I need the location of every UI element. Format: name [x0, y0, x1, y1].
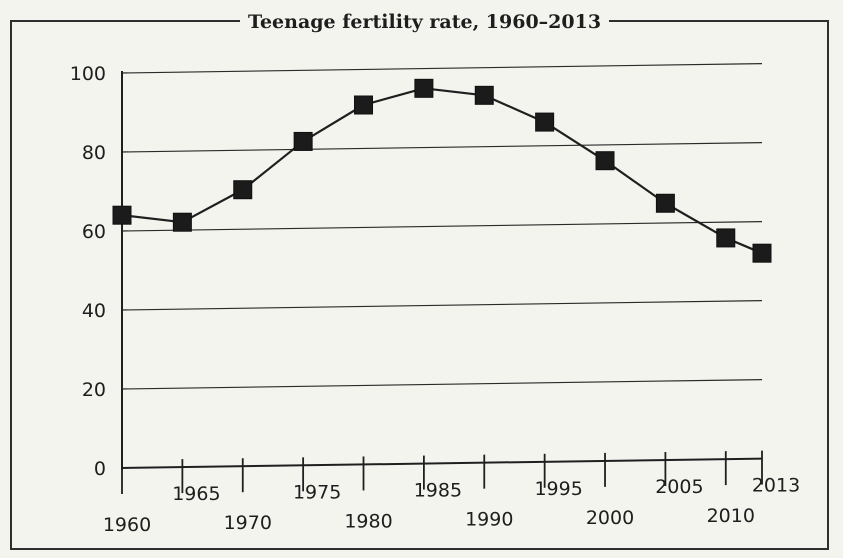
chart-title: Teenage fertility rate, 1960–2013: [240, 8, 610, 36]
x-tick-label: 1970: [224, 512, 272, 534]
grid-line: [121, 220, 763, 232]
data-point: [354, 95, 374, 115]
y-tick-label: 20: [82, 379, 106, 401]
x-tick-label: 1990: [465, 509, 513, 531]
data-point: [233, 180, 253, 200]
data-point: [414, 78, 434, 98]
data-point: [172, 212, 192, 232]
x-tick-label: 1980: [344, 510, 392, 532]
data-point: [716, 228, 736, 248]
axes: [121, 71, 763, 494]
x-axis: [121, 457, 763, 469]
x-tick-label: 2010: [707, 505, 755, 527]
x-tick-label: 1995: [534, 478, 582, 500]
x-tick-label: 2005: [655, 476, 703, 498]
x-tick-label: 1965: [172, 483, 220, 505]
grid-line: [121, 62, 763, 74]
data-point: [293, 131, 313, 151]
x-tick-label: 1975: [293, 481, 341, 503]
data-point: [595, 151, 615, 171]
data-point: [655, 193, 675, 213]
x-tick-label: 1960: [103, 514, 151, 536]
x-tick-label: 2000: [586, 507, 634, 529]
data-point: [752, 243, 772, 263]
data-point: [474, 85, 494, 105]
y-tick-label: 40: [82, 300, 106, 322]
grid-line: [121, 141, 763, 153]
y-tick-label: 0: [94, 458, 106, 480]
y-tick-label: 80: [82, 142, 106, 164]
series-line: [121, 87, 763, 255]
data-markers: [112, 78, 772, 263]
y-tick-label: 100: [70, 63, 106, 85]
grid-line: [121, 378, 763, 390]
series-layer: [121, 87, 763, 255]
x-tick-label: 2013: [752, 475, 800, 497]
data-point: [535, 112, 555, 132]
grid-line: [121, 299, 763, 311]
grid-lines: [121, 62, 763, 390]
x-tick-label: 1985: [414, 480, 462, 502]
data-point: [112, 205, 132, 225]
y-tick-label: 60: [82, 221, 106, 243]
